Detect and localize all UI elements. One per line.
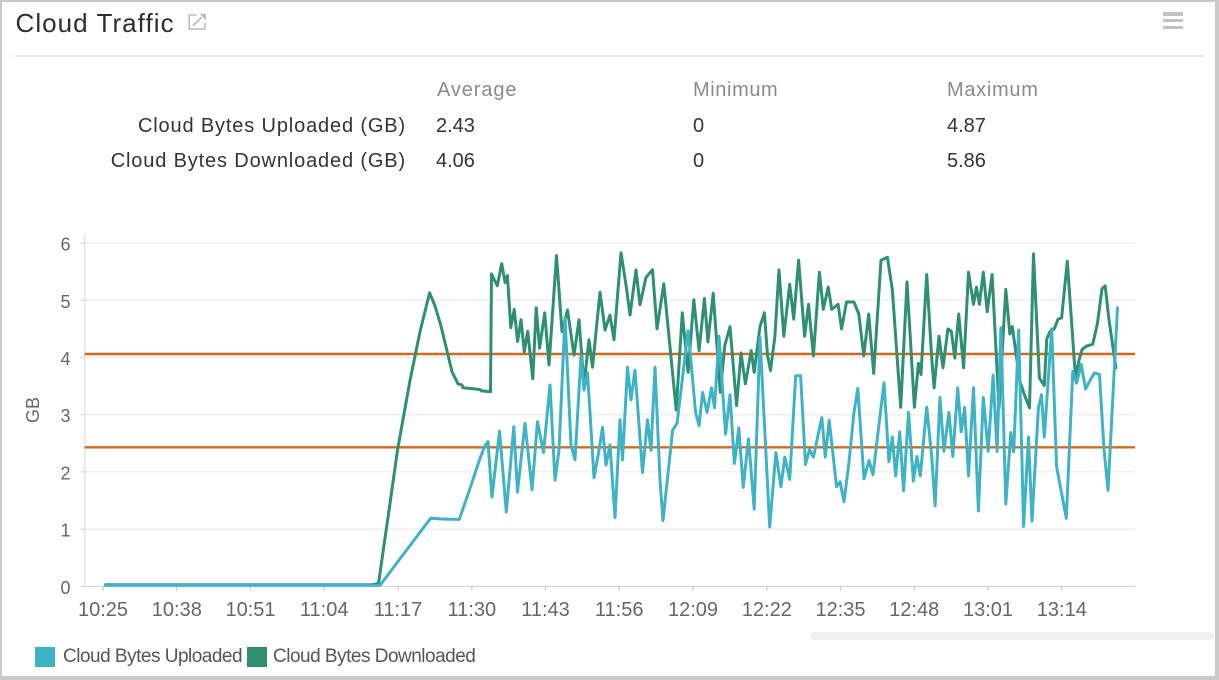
- svg-text:2: 2: [60, 463, 70, 483]
- svg-text:13:14: 13:14: [1037, 599, 1087, 621]
- svg-text:12:09: 12:09: [668, 599, 718, 621]
- svg-text:11:56: 11:56: [595, 599, 644, 621]
- svg-text:11:43: 11:43: [521, 599, 570, 621]
- svg-text:13:01: 13:01: [963, 599, 1013, 621]
- svg-text:11:30: 11:30: [448, 599, 497, 621]
- svg-text:12:22: 12:22: [742, 599, 792, 621]
- svg-text:10:25: 10:25: [78, 599, 128, 621]
- svg-text:1: 1: [60, 521, 70, 541]
- svg-text:11:17: 11:17: [374, 599, 423, 621]
- svg-text:12:35: 12:35: [815, 599, 865, 621]
- svg-text:3: 3: [60, 406, 70, 426]
- svg-text:GB: GB: [23, 397, 43, 423]
- svg-text:10:38: 10:38: [152, 599, 202, 621]
- svg-text:4: 4: [60, 349, 70, 369]
- svg-text:5: 5: [60, 292, 70, 312]
- svg-text:0: 0: [60, 578, 70, 598]
- svg-text:6: 6: [60, 235, 70, 255]
- svg-text:11:04: 11:04: [300, 599, 349, 621]
- svg-text:10:51: 10:51: [225, 599, 275, 621]
- svg-text:12:48: 12:48: [889, 599, 939, 621]
